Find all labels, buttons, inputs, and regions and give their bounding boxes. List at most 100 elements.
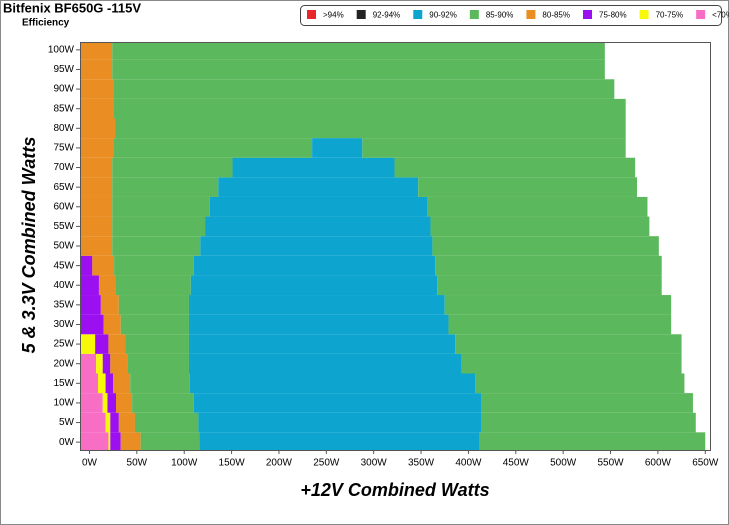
heat-cell — [80, 295, 101, 315]
x-tick-label: 600W — [645, 458, 672, 469]
y-tick-label: 65W — [53, 182, 74, 193]
heat-cell — [481, 412, 696, 433]
legend-box — [300, 5, 722, 26]
heat-cell — [209, 196, 428, 217]
heat-cell — [112, 157, 233, 178]
heat-cell — [193, 255, 436, 276]
heat-cell — [198, 412, 482, 433]
heat-cell — [127, 353, 189, 374]
heat-cell — [479, 432, 706, 450]
heat-cell — [95, 334, 109, 354]
heat-cell — [80, 138, 114, 158]
heat-cell — [444, 295, 672, 315]
heat-cell — [437, 275, 662, 296]
y-tick-label: 30W — [53, 319, 74, 330]
heat-cell — [114, 255, 194, 276]
legend-label: <70% — [712, 11, 729, 20]
plot-area — [80, 42, 706, 450]
heat-cell — [103, 314, 121, 335]
heat-cell — [80, 98, 114, 119]
heat-cell — [80, 353, 97, 374]
legend-swatch — [356, 10, 366, 19]
heat-cell — [110, 432, 121, 450]
y-tick-label: 25W — [53, 339, 74, 350]
heat-cell — [105, 412, 111, 433]
heat-cell — [98, 275, 116, 296]
heat-cell — [118, 412, 135, 433]
y-tick-label: 55W — [53, 221, 74, 232]
y-tick-label: 95W — [53, 64, 74, 75]
heat-cell — [80, 373, 98, 394]
y-tick-label: 10W — [53, 398, 74, 409]
legend-label: >94% — [323, 11, 344, 20]
x-tick-label: 350W — [408, 458, 435, 469]
heat-cell — [190, 275, 438, 296]
heat-cell — [80, 157, 113, 178]
heat-cell — [120, 432, 141, 450]
y-tick-label: 90W — [53, 84, 74, 95]
heat-cell — [115, 118, 626, 139]
heat-cell — [189, 373, 476, 394]
x-tick-label: 650W — [692, 458, 719, 469]
y-tick-label: 35W — [53, 299, 74, 310]
heat-cell — [112, 59, 605, 80]
y-tick-label: 0W — [59, 437, 75, 448]
heat-cell — [205, 216, 431, 237]
heat-cell — [80, 412, 106, 433]
chart-title: Bitfenix BF650G -115V — [3, 0, 141, 15]
x-tick-label: 200W — [266, 458, 293, 469]
heat-cell — [432, 236, 659, 256]
heat-cell — [132, 393, 194, 413]
heat-cell — [102, 393, 108, 413]
x-tick-label: 50W — [127, 458, 148, 469]
heat-cell — [188, 314, 449, 335]
heat-cell — [116, 393, 133, 413]
heat-cell — [107, 393, 116, 413]
heat-cell — [461, 353, 682, 374]
heat-cell — [92, 255, 115, 276]
heat-cell — [108, 334, 126, 354]
heat-cell — [418, 177, 638, 197]
legend-swatch — [413, 10, 423, 19]
heat-cell — [108, 432, 111, 450]
legend-swatch — [583, 10, 592, 19]
heat-cell — [130, 373, 190, 394]
heat-cell — [80, 196, 113, 217]
heat-cell — [193, 393, 482, 413]
y-tick-label: 80W — [53, 123, 74, 134]
x-tick-label: 150W — [219, 458, 246, 469]
heat-cell — [120, 314, 189, 335]
legend-swatch — [696, 10, 706, 19]
heat-cell — [80, 334, 96, 354]
y-tick-label: 15W — [53, 378, 74, 389]
heat-cell — [112, 42, 605, 60]
y-tick-label: 70W — [53, 162, 74, 173]
heat-cell — [435, 255, 662, 276]
heat-cell — [112, 196, 210, 217]
legend-label: 90-92% — [429, 11, 457, 20]
heat-cell — [448, 314, 672, 335]
heat-cell — [188, 334, 456, 354]
legend-swatch — [307, 10, 316, 19]
heat-cell — [80, 118, 116, 139]
heat-cell — [105, 373, 114, 394]
heat-cell — [80, 393, 103, 413]
heat-cell — [481, 393, 693, 413]
heat-cell — [80, 42, 113, 60]
y-axis-label: 5 & 3.3V Combined Watts — [19, 137, 39, 354]
heat-cell — [140, 432, 200, 450]
heat-cell — [113, 373, 131, 394]
x-tick-label: 300W — [361, 458, 388, 469]
heat-cell — [80, 216, 113, 237]
heat-cell — [125, 334, 189, 354]
heat-cell — [232, 157, 395, 178]
heat-cell — [113, 98, 626, 119]
heat-cell — [118, 295, 189, 315]
heat-cell — [112, 216, 206, 237]
heat-cell — [110, 412, 119, 433]
x-tick-label: 250W — [313, 458, 340, 469]
heat-cell — [80, 177, 113, 197]
y-tick-label: 5W — [59, 417, 75, 428]
heat-cell — [430, 216, 650, 237]
heat-cell — [112, 236, 201, 256]
